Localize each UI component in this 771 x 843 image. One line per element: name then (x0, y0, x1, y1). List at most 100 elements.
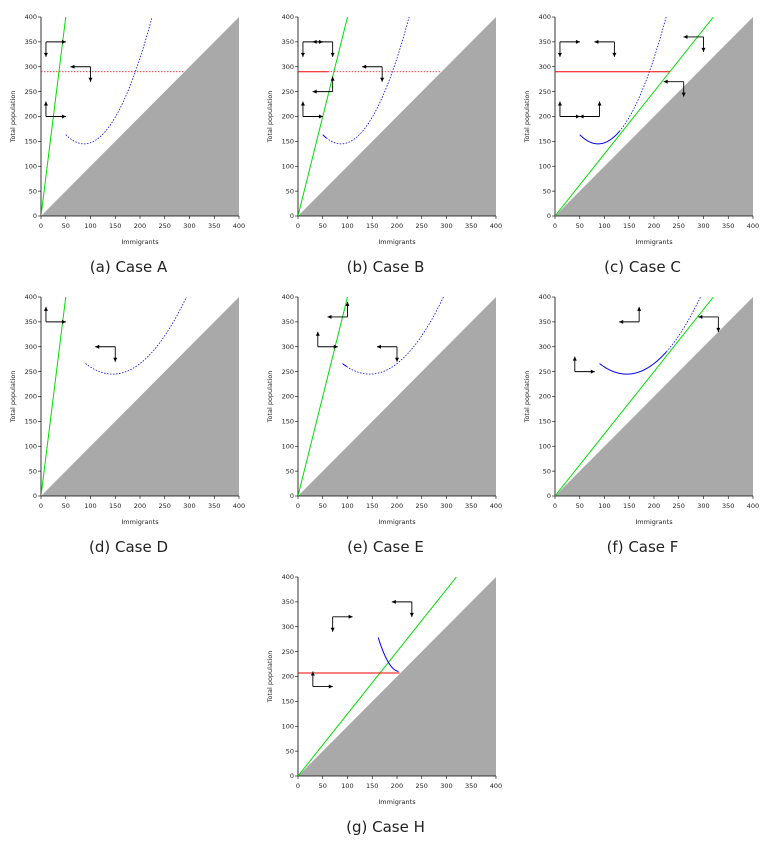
x-tick-label: 150 (623, 502, 635, 510)
x-tick-label: 400 (490, 502, 502, 510)
y-tick-label: 200 (282, 673, 294, 681)
y-tick-label: 0 (547, 212, 551, 220)
blue-isocline-dashed (346, 297, 444, 375)
x-tick-label: 0 (553, 222, 557, 230)
x-tick-label: 200 (391, 222, 403, 230)
direction-arrow (698, 314, 721, 332)
y-tick-label: 200 (282, 393, 294, 401)
y-tick-label: 350 (25, 38, 37, 46)
x-tick-label: 0 (39, 222, 43, 230)
chart-panel: 0 0 50 50 100 100 150 150 200 200 250 250 300 300 350 3… (257, 560, 514, 838)
green-isocline (555, 297, 714, 496)
y-tick-label: 150 (539, 418, 551, 426)
y-tick-label: 400 (539, 293, 551, 301)
x-tick-label: 250 (416, 782, 428, 790)
x-tick-label: 0 (296, 782, 300, 790)
direction-arrow (300, 39, 323, 57)
arrow-head (327, 314, 332, 319)
arrow-head (395, 357, 399, 362)
arrow-head (391, 599, 396, 604)
x-axis-label: Immigrants (378, 238, 416, 246)
direction-arrow (594, 39, 617, 57)
x-tick-label: 50 (62, 502, 70, 510)
direction-arrow (43, 101, 66, 119)
green-isocline (298, 297, 348, 496)
x-tick-label: 350 (208, 222, 220, 230)
direction-arrow (312, 39, 335, 57)
arrow-head (348, 614, 353, 619)
arrow-head (575, 114, 580, 119)
y-tick-label: 0 (290, 492, 294, 500)
x-tick-label: 350 (722, 222, 734, 230)
x-tick-label: 150 (109, 502, 121, 510)
direction-arrow (43, 306, 66, 324)
x-tick-label: 100 (598, 222, 610, 230)
y-tick-label: 250 (282, 368, 294, 376)
chart-panel: 0 0 50 50 100 100 150 150 200 200 250 250 300 300 350 3… (514, 280, 771, 558)
x-axis-label: Immigrants (378, 518, 416, 526)
arrow-head (61, 319, 66, 324)
y-tick-label: 300 (25, 63, 37, 71)
green-isocline (555, 17, 714, 216)
y-axis-label: Total population (9, 91, 17, 144)
x-axis-label: Immigrants (121, 518, 159, 526)
x-tick-label: 100 (598, 502, 610, 510)
y-tick-label: 400 (539, 13, 551, 21)
x-tick-label: 50 (319, 502, 327, 510)
y-axis-label: Total population (266, 91, 274, 144)
y-tick-label: 300 (282, 623, 294, 631)
arrow-head (88, 77, 93, 82)
y-tick-label: 300 (539, 63, 551, 71)
direction-arrow (312, 76, 335, 94)
blue-isocline-solid (342, 363, 347, 367)
arrow-head (701, 47, 706, 52)
y-axis-label: Total population (9, 371, 17, 424)
x-tick-label: 150 (366, 782, 378, 790)
y-tick-label: 100 (539, 162, 551, 170)
x-tick-label: 0 (296, 502, 300, 510)
arrow-head (330, 76, 335, 81)
y-tick-label: 0 (290, 212, 294, 220)
arrow-head (590, 369, 595, 374)
direction-arrow (362, 64, 385, 82)
y-tick-label: 400 (282, 13, 294, 21)
x-tick-label: 300 (697, 502, 709, 510)
x-tick-label: 200 (391, 782, 403, 790)
y-tick-label: 150 (282, 418, 294, 426)
y-tick-label: 0 (547, 492, 551, 500)
arrow-head (619, 319, 624, 324)
direction-arrow (557, 39, 580, 57)
arrow-head (300, 52, 305, 57)
arrow-head (637, 306, 642, 311)
arrow-head (318, 114, 323, 119)
plot-area (555, 17, 714, 216)
green-isocline (41, 297, 67, 496)
y-tick-label: 50 (29, 187, 37, 195)
x-tick-label: 50 (319, 782, 327, 790)
y-tick-label: 100 (25, 442, 37, 450)
y-tick-label: 50 (286, 467, 294, 475)
y-tick-label: 150 (539, 138, 551, 146)
blue-isocline-solid (579, 131, 620, 145)
y-tick-label: 300 (282, 63, 294, 71)
plot-area (298, 297, 444, 496)
shaded-region (298, 297, 496, 496)
arrow-head (315, 331, 320, 336)
plot-area (41, 297, 187, 496)
direction-arrow (95, 344, 118, 362)
x-tick-label: 300 (440, 222, 452, 230)
x-tick-label: 300 (440, 782, 452, 790)
shaded-region (298, 577, 496, 776)
x-tick-label: 400 (747, 222, 759, 230)
chart-svg: 00 50 50 100 100 150 150 200 200 250 250 300 300 350 3… (266, 13, 502, 246)
panel-caption: (e) Case E (347, 538, 424, 556)
x-tick-label: 0 (39, 502, 43, 510)
arrow-head (61, 114, 66, 119)
direction-arrow (315, 331, 338, 349)
x-tick-label: 100 (341, 782, 353, 790)
arrow-head (612, 52, 617, 57)
y-tick-label: 350 (282, 598, 294, 606)
x-axis-label: Immigrants (635, 238, 673, 246)
x-tick-label: 100 (84, 502, 96, 510)
y-tick-label: 250 (539, 88, 551, 96)
